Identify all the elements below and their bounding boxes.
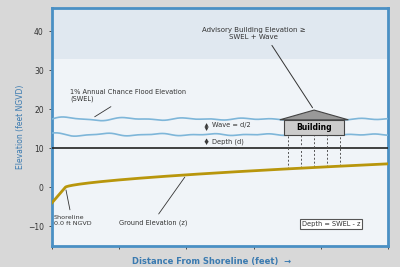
Text: Shoreline
0.0 ft NGVD: Shoreline 0.0 ft NGVD	[54, 215, 91, 226]
Y-axis label: Elevation (feet NGVD): Elevation (feet NGVD)	[16, 85, 25, 169]
Text: Advisory Building Elevation ≥
SWEL + Wave: Advisory Building Elevation ≥ SWEL + Wav…	[202, 27, 306, 40]
Text: Distance From Shoreline (feet)  →: Distance From Shoreline (feet) →	[132, 257, 292, 266]
Text: Ground Elevation (z): Ground Elevation (z)	[118, 177, 187, 226]
Text: 1% Annual Chance Flood Elevation
(SWEL): 1% Annual Chance Flood Elevation (SWEL)	[70, 89, 187, 117]
Text: Depth = SWEL - z: Depth = SWEL - z	[302, 221, 360, 227]
Text: Building: Building	[296, 123, 332, 132]
Text: Wave = d/2: Wave = d/2	[212, 122, 250, 128]
Polygon shape	[280, 110, 348, 120]
Bar	[52, 8, 388, 59]
Text: Depth (d): Depth (d)	[212, 138, 244, 145]
Bar	[284, 120, 344, 135]
